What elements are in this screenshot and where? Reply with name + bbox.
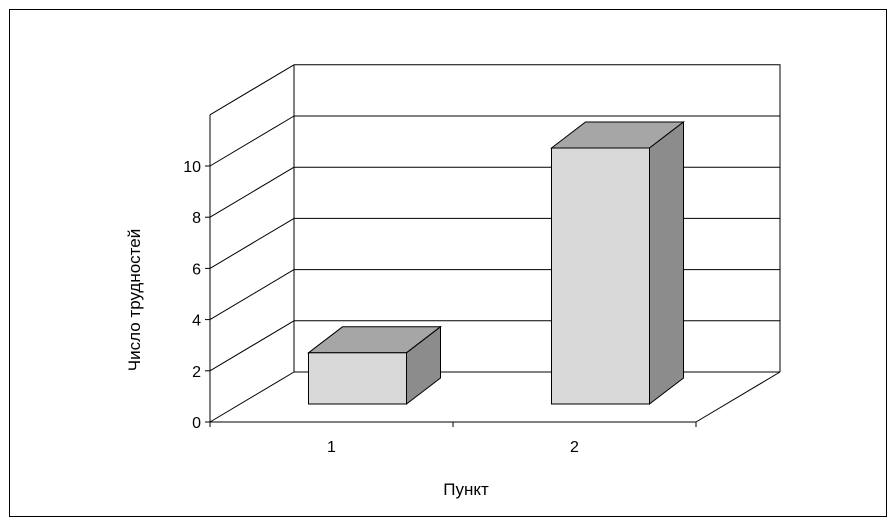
gridline-side [209,320,295,372]
x-axis-label: Пункт [443,480,489,499]
bars [307,120,685,406]
chart-frame [9,9,887,517]
y-tick-label: 6 [192,261,201,278]
gridline-side [209,371,295,423]
y-tick-label: 10 [183,159,201,176]
y-tick-label: 8 [192,210,201,227]
bar-front-face [551,147,650,405]
bar-side-face [649,120,684,406]
x-tick-label: 2 [570,439,579,456]
gridlines [209,64,781,423]
y-axis-label: Число трудностей [125,229,144,371]
x-tick-label: 1 [327,439,336,456]
bar-front-face [308,352,407,405]
gridline-side [209,269,295,321]
gridline-side [209,115,295,167]
floor-right-edge [695,371,781,423]
bar-2 [550,120,685,406]
y-tick-label: 4 [192,313,201,330]
bar-1 [307,325,442,406]
side-wall-top-edge [209,64,295,116]
gridline-side [209,217,295,269]
gridline-side [209,166,295,218]
y-tick-label: 2 [192,364,201,381]
y-tick-label: 0 [192,415,201,432]
